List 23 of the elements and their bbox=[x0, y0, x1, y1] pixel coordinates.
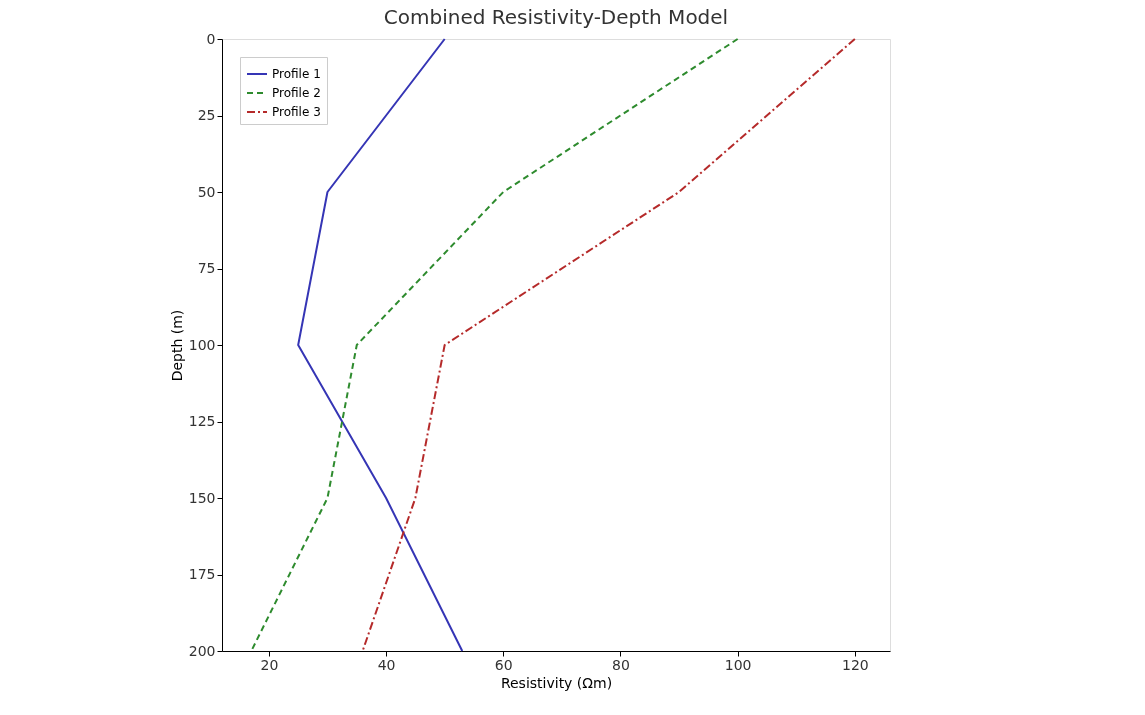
chart-title: Combined Resistivity-Depth Model bbox=[383, 5, 729, 29]
legend-label: Profile 2 bbox=[272, 86, 321, 100]
legend-label: Profile 1 bbox=[272, 67, 321, 81]
y-tick-label: 200 bbox=[188, 642, 216, 659]
legend-label: Profile 3 bbox=[272, 105, 321, 119]
y-tick-label: 125 bbox=[188, 413, 216, 429]
y-axis-title: Depth (m) bbox=[168, 309, 185, 382]
y-tick-label: 25 bbox=[197, 107, 216, 123]
y-tick-label: 150 bbox=[188, 489, 216, 506]
y-tick-label: 75 bbox=[197, 260, 216, 276]
line-series bbox=[361, 38, 856, 652]
y-tick-label: 100 bbox=[188, 336, 216, 353]
x-tick-label: 60 bbox=[494, 656, 513, 673]
x-tick-label: 20 bbox=[260, 656, 279, 673]
x-tick-label: 100 bbox=[724, 656, 752, 673]
x-tick-label: 120 bbox=[841, 656, 869, 673]
y-tick-label: 0 bbox=[206, 30, 216, 47]
x-tick-label: 80 bbox=[612, 656, 630, 673]
line-series bbox=[250, 38, 739, 652]
x-tick-label: 40 bbox=[377, 656, 396, 673]
y-tick-label: 50 bbox=[197, 183, 216, 200]
y-tick-label: 175 bbox=[188, 566, 216, 582]
x-axis-title: Resistivity (Ωm) bbox=[500, 674, 613, 691]
